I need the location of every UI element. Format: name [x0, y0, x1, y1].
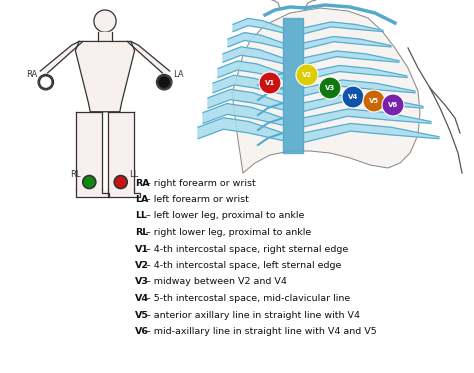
Circle shape	[83, 176, 96, 188]
Polygon shape	[208, 90, 283, 110]
Text: RL: RL	[135, 228, 148, 237]
Polygon shape	[108, 189, 140, 197]
Text: V4: V4	[135, 294, 149, 303]
Text: V1: V1	[265, 80, 275, 86]
Polygon shape	[303, 123, 439, 142]
Text: V5: V5	[369, 98, 379, 104]
Circle shape	[39, 76, 52, 89]
Polygon shape	[127, 41, 170, 73]
Polygon shape	[76, 112, 102, 189]
Circle shape	[363, 90, 385, 112]
Text: – anterior axillary line in straight line with V4: – anterior axillary line in straight lin…	[144, 310, 360, 320]
Polygon shape	[228, 32, 283, 48]
Polygon shape	[218, 61, 283, 79]
Polygon shape	[40, 41, 83, 73]
Text: LA: LA	[173, 70, 183, 79]
Polygon shape	[303, 22, 383, 34]
Polygon shape	[198, 118, 283, 141]
Polygon shape	[303, 109, 431, 127]
Polygon shape	[108, 112, 134, 189]
Polygon shape	[233, 18, 283, 33]
Polygon shape	[203, 104, 283, 125]
Circle shape	[114, 176, 127, 188]
Text: V1: V1	[135, 244, 149, 254]
Polygon shape	[213, 75, 283, 94]
Text: – 4-th intercostal space, right sternal edge: – 4-th intercostal space, right sternal …	[144, 244, 349, 254]
Polygon shape	[98, 32, 112, 41]
Polygon shape	[76, 189, 109, 197]
Polygon shape	[303, 94, 423, 112]
Circle shape	[382, 94, 404, 116]
Circle shape	[158, 76, 171, 89]
Text: V2: V2	[135, 261, 149, 270]
Text: – mid-axillary line in straight line with V4 and V5: – mid-axillary line in straight line wit…	[144, 327, 377, 336]
Circle shape	[38, 74, 54, 90]
Polygon shape	[303, 80, 415, 96]
Circle shape	[319, 77, 341, 99]
Text: V6: V6	[388, 102, 398, 108]
Text: – right lower leg, proximal to ankle: – right lower leg, proximal to ankle	[144, 228, 312, 237]
Text: RL: RL	[70, 170, 81, 179]
Text: V5: V5	[135, 310, 149, 320]
Text: V6: V6	[135, 327, 149, 336]
Text: – left lower leg, proximal to ankle: – left lower leg, proximal to ankle	[144, 211, 305, 220]
Text: – left forearm or wrist: – left forearm or wrist	[144, 195, 249, 204]
Circle shape	[156, 74, 172, 90]
Text: V4: V4	[348, 94, 358, 100]
Circle shape	[259, 72, 281, 94]
Text: LL: LL	[135, 211, 147, 220]
Polygon shape	[303, 66, 407, 81]
Text: RA: RA	[135, 179, 150, 188]
Polygon shape	[303, 37, 391, 50]
Text: RA: RA	[26, 70, 37, 79]
Polygon shape	[283, 18, 303, 153]
Polygon shape	[232, 8, 420, 173]
Text: – 4-th intercostal space, left sternal edge: – 4-th intercostal space, left sternal e…	[144, 261, 342, 270]
Text: – midway between V2 and V4: – midway between V2 and V4	[144, 278, 287, 286]
Text: V3: V3	[135, 278, 149, 286]
Text: V3: V3	[325, 85, 335, 91]
Circle shape	[94, 10, 116, 32]
Circle shape	[342, 86, 364, 108]
Polygon shape	[75, 41, 135, 112]
Text: V2: V2	[302, 72, 312, 78]
Text: LL: LL	[129, 170, 138, 179]
Circle shape	[296, 64, 318, 86]
Text: – right forearm or wrist: – right forearm or wrist	[144, 179, 256, 188]
Polygon shape	[223, 47, 283, 64]
Text: – 5-th intercostal space, mid-clavicular line: – 5-th intercostal space, mid-clavicular…	[144, 294, 351, 303]
Text: LA: LA	[135, 195, 148, 204]
Polygon shape	[303, 51, 399, 65]
